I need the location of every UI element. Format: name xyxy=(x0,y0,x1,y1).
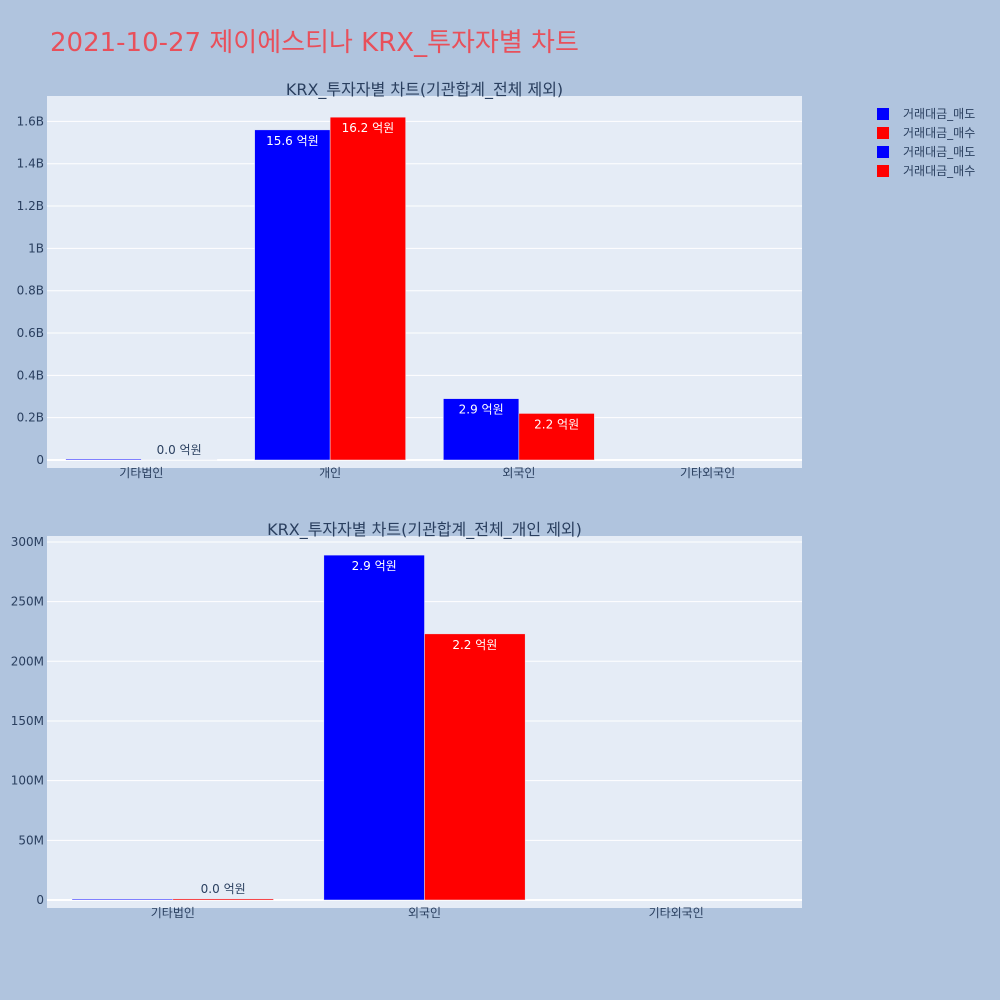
bar-sell xyxy=(72,899,173,900)
chart-subtitle: KRX_투자자별 차트(기관합계_전체_개인 제외) xyxy=(267,520,582,540)
y-tick-label: 0.2B xyxy=(17,411,44,425)
legend-item[interactable]: 거래대금_매도 xyxy=(877,145,975,159)
legend-item[interactable]: 거래대금_매도 xyxy=(877,107,975,121)
bar-data-label: 0.0 억원 xyxy=(157,443,202,457)
y-tick-label: 250M xyxy=(11,595,44,609)
bar-data-label: 2.2 억원 xyxy=(452,638,497,652)
legend-label: 거래대금_매수 xyxy=(903,164,975,178)
bar-buy xyxy=(518,413,595,461)
legend-item[interactable]: 거래대금_매수 xyxy=(877,164,975,178)
bar-sell xyxy=(65,459,142,460)
y-tick-label: 1.2B xyxy=(17,199,44,213)
legend-swatch xyxy=(877,165,889,177)
y-tick-label: 0.6B xyxy=(17,326,44,340)
bar-buy xyxy=(172,898,274,901)
y-tick-label: 150M xyxy=(11,714,44,728)
y-tick-label: 300M xyxy=(11,535,44,549)
legend-swatch xyxy=(877,127,889,139)
bar-buy xyxy=(329,116,406,461)
x-tick-label: 기타법인 xyxy=(119,466,163,480)
x-tick-label: 외국인 xyxy=(502,466,535,480)
y-tick-label: 200M xyxy=(11,654,44,668)
legend-label: 거래대금_매도 xyxy=(903,107,975,121)
bar-data-label: 2.2 억원 xyxy=(534,417,579,431)
y-tick-label: 0 xyxy=(36,453,44,467)
legend-item[interactable]: 거래대금_매수 xyxy=(877,126,975,140)
chart-panel-2: 0 50M 100M 150M 200M 250M 300M KRX_투자자별 차트(기관합계… xyxy=(11,520,802,920)
bar-sell xyxy=(443,398,520,461)
x-tick-label: 기타법인 xyxy=(151,906,195,920)
bar-buy xyxy=(141,459,218,461)
page-title: 2021-10-27 제이에스티나 KRX_투자자별 차트 xyxy=(50,28,579,58)
legend-label: 거래대금_매도 xyxy=(903,145,975,159)
y-tick-label: 1B xyxy=(28,241,44,255)
y-tick-label: 0.8B xyxy=(17,284,44,298)
y-tick-label: 100M xyxy=(11,774,44,788)
y-tick-label: 1.6B xyxy=(17,114,44,128)
chart-panel-1: 0 0.2B 0.4B 0.6B 0.8B 1B 1.2B 1.4B 1.6B KRX_투자자별 … xyxy=(17,80,802,480)
legend-swatch xyxy=(877,146,889,158)
plot-area xyxy=(47,96,802,468)
x-tick-label: 기타외국인 xyxy=(680,466,735,480)
bar-data-label: 15.6 억원 xyxy=(266,134,319,148)
legend-label: 거래대금_매수 xyxy=(903,126,975,140)
bar-sell xyxy=(323,554,425,901)
bar-sell xyxy=(254,129,331,461)
chart-subtitle: KRX_투자자별 차트(기관합계_전체 제외) xyxy=(286,80,563,100)
x-tick-label: 개인 xyxy=(319,466,341,480)
bar-data-label: 2.9 억원 xyxy=(459,403,504,417)
x-tick-label: 기타외국인 xyxy=(649,906,704,920)
x-tick-label: 외국인 xyxy=(408,906,441,920)
bar-data-label: 0.0 억원 xyxy=(201,882,246,896)
bar-data-label: 16.2 억원 xyxy=(342,121,395,135)
y-tick-label: 1.4B xyxy=(17,157,44,171)
legend-swatch xyxy=(877,108,889,120)
y-tick-label: 0.4B xyxy=(17,368,44,382)
bar-buy xyxy=(424,633,526,901)
bar-data-label: 2.9 억원 xyxy=(352,559,397,573)
y-tick-label: 50M xyxy=(18,833,44,847)
y-tick-label: 0 xyxy=(36,893,44,907)
